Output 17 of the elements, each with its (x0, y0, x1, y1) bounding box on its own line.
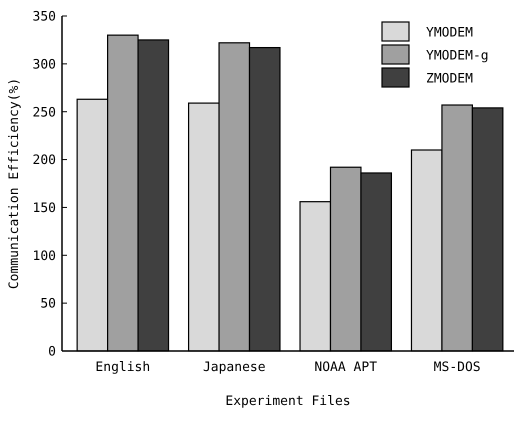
y-tick-label: 250 (32, 105, 56, 120)
y-tick-label: 300 (32, 57, 56, 72)
y-tick-label: 50 (40, 296, 56, 312)
y-tick-label: 200 (32, 153, 56, 168)
legend-label: YMODEM-g (426, 48, 489, 64)
x-tick-label: NOAA APT (314, 360, 378, 375)
legend-label: ZMODEM (426, 72, 474, 87)
x-axis-title: Experiment Files (225, 394, 351, 409)
y-tick-label: 150 (32, 200, 56, 216)
x-tick-label: English (95, 360, 150, 375)
y-tick-label: 350 (32, 10, 56, 25)
y-tick-label: 100 (32, 248, 56, 264)
y-axis-title: Communication Efficiency(%) (7, 78, 22, 290)
legend-label: YMODEM (426, 26, 474, 41)
x-tick-label: Japanese (202, 360, 266, 375)
y-tick-label: 0 (48, 344, 56, 360)
x-tick-label: MS-DOS (434, 360, 481, 375)
